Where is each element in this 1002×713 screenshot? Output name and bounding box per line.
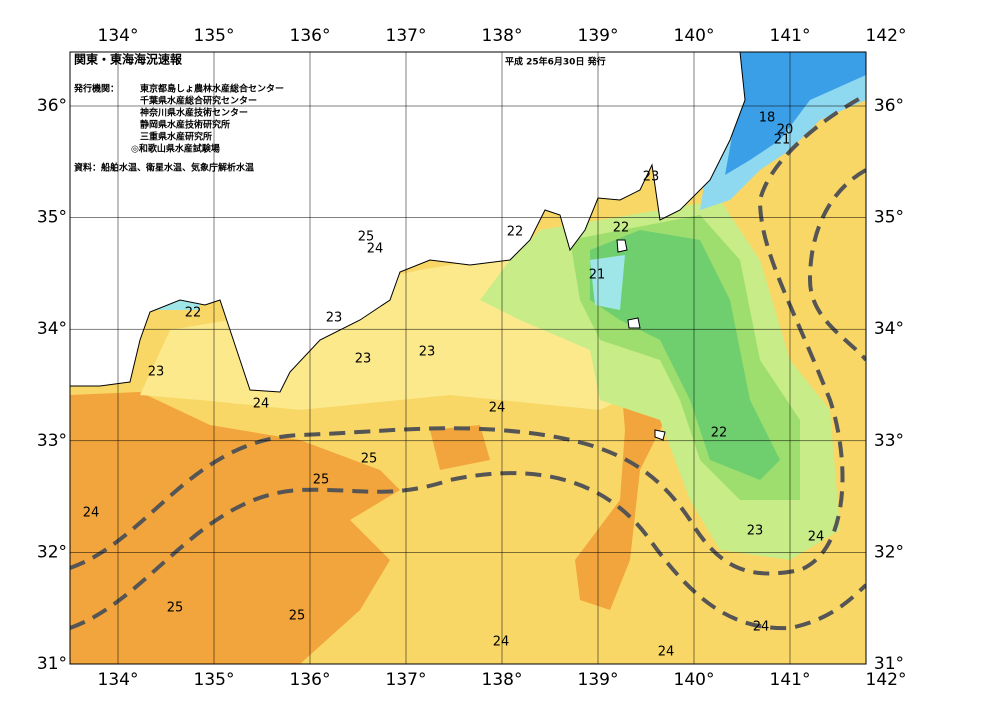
contour-label: 24 — [493, 635, 510, 650]
longitude-label: 138° — [482, 26, 523, 46]
latitude-label: 32° — [874, 542, 904, 562]
contour-label: 23 — [326, 311, 343, 326]
contour-label: 22 — [613, 221, 630, 236]
contour-label: 21 — [774, 133, 791, 148]
latitude-label: 35° — [37, 208, 67, 228]
contour-label: 22 — [185, 306, 202, 321]
cold-spot — [590, 255, 625, 310]
contour-label: 25 — [358, 230, 375, 245]
contour-label: 24 — [658, 645, 675, 660]
longitude-label: 142° — [866, 670, 907, 690]
axes: 134° 134° 135° 135° 136° 136° 137° 137° 138° 138°… — [37, 26, 907, 690]
longitude-label: 140° — [674, 670, 715, 690]
contour-label: 24 — [253, 397, 270, 412]
longitude-label: 138° — [482, 670, 523, 690]
latitude-label: 31° — [37, 654, 67, 674]
latitude-label: 31° — [874, 654, 904, 674]
title: 関東・東海海況速報 — [74, 52, 183, 67]
longitude-label: 142° — [866, 26, 907, 46]
contour-label: 21 — [589, 268, 606, 283]
longitude-label: 139° — [578, 670, 619, 690]
contour-label: 20 — [777, 123, 794, 138]
longitude-label: 141° — [770, 26, 811, 46]
contour-label: 25 — [167, 601, 184, 616]
contour-label: 24 — [83, 506, 100, 521]
longitude-label: 135° — [194, 670, 235, 690]
contour-label: 24 — [367, 242, 384, 257]
issuer: 三重県水産研究所 — [140, 131, 212, 143]
longitude-label: 135° — [194, 26, 235, 46]
land — [70, 52, 746, 393]
longitude-label: 140° — [674, 26, 715, 46]
latitude-label: 34° — [37, 319, 67, 339]
latitude-label: 32° — [37, 542, 67, 562]
contour-label: 23 — [148, 365, 165, 380]
contour-label: 25 — [289, 609, 306, 624]
issuer: 東京都島しょ農林水産総合センター — [140, 83, 284, 95]
issued-date: 平成 25年6月30日 発行 — [505, 56, 606, 68]
issuer: 千葉県水産総合研究センター — [140, 95, 257, 107]
warm-area — [430, 425, 490, 470]
longitude-label: 136° — [290, 26, 331, 46]
contour-label: 18 — [759, 111, 776, 126]
issuer: ◎和歌山県水産試験場 — [131, 143, 220, 155]
source: 資料：船舶水温、衛星水温、気象庁解析水温 — [74, 162, 254, 174]
longitude-label: 134° — [98, 670, 139, 690]
latitude-label: 35° — [874, 208, 904, 228]
contour-label: 25 — [361, 452, 378, 467]
longitude-label: 137° — [386, 670, 427, 690]
island — [616, 239, 666, 441]
contour-label: 22 — [711, 426, 728, 441]
warm-area — [575, 370, 665, 610]
issuer: 静岡県水産技術研究所 — [140, 119, 230, 131]
issuers-label: 発行機関： — [73, 83, 119, 95]
current-axis — [70, 93, 866, 631]
contour-label: 23 — [419, 345, 436, 360]
cold-area — [725, 52, 866, 175]
longitude-label: 134° — [98, 26, 139, 46]
latitude-label: 33° — [37, 431, 67, 451]
latitude-label: 33° — [874, 431, 904, 451]
longitude-label: 136° — [290, 670, 331, 690]
longitude-label: 139° — [578, 26, 619, 46]
contour-label: 24 — [489, 401, 506, 416]
warm-area — [70, 392, 400, 664]
longitude-label: 141° — [770, 670, 811, 690]
contour-label: 24 — [808, 530, 825, 545]
contour-label: 23 — [355, 352, 372, 367]
latitude-label: 36° — [37, 96, 67, 116]
green-area — [590, 230, 780, 480]
contour-label: 22 — [507, 225, 524, 240]
grid — [70, 52, 866, 664]
latitude-label: 36° — [874, 96, 904, 116]
contour-label: 24 — [753, 620, 770, 635]
longitude-label: 137° — [386, 26, 427, 46]
latitude-label: 34° — [874, 319, 904, 339]
issuer: 神奈川県水産技術センター — [140, 107, 248, 119]
contour-label: 23 — [747, 524, 764, 539]
contour-label: 25 — [313, 473, 330, 488]
map-frame — [69, 51, 867, 665]
contour-label: 23 — [643, 170, 660, 185]
